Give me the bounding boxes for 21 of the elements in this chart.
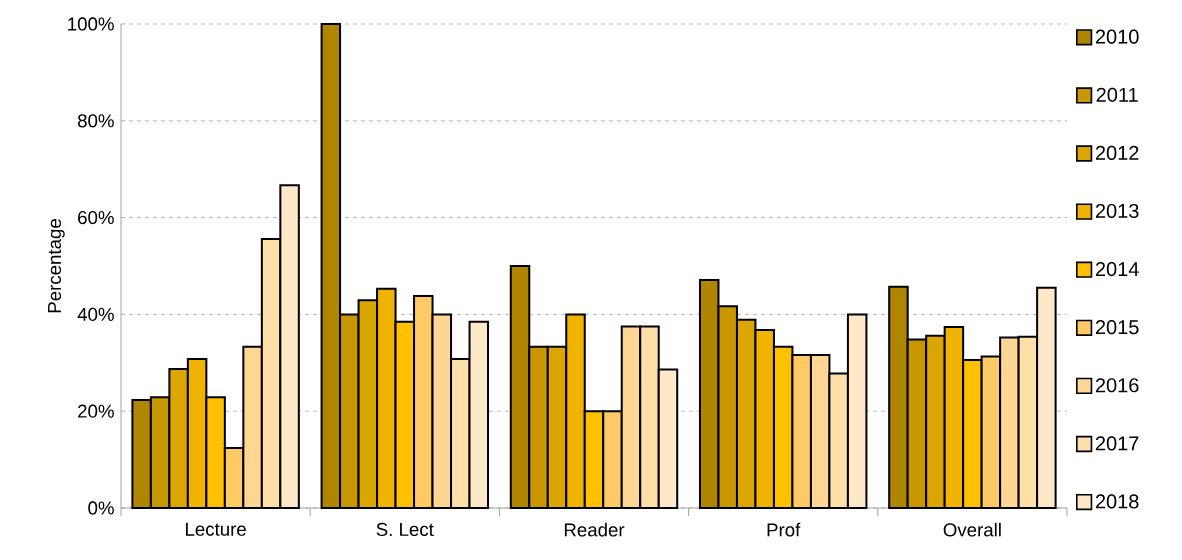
y-tick-label: 60% — [78, 210, 114, 225]
legend-label: 2017 — [1095, 436, 1139, 451]
x-tick-label: S. Lect — [376, 522, 434, 537]
y-tick-label: 100% — [68, 17, 114, 31]
legend-label: 2012 — [1095, 145, 1139, 160]
y-axis-title: Percentage — [48, 219, 65, 313]
x-tick-label: Lecture — [186, 522, 246, 536]
legend-label: 2011 — [1096, 87, 1138, 102]
y-tick-label: 0% — [88, 501, 114, 515]
y-tick-label: 20% — [78, 404, 114, 418]
x-tick-label: Prof — [767, 522, 801, 537]
y-tick-label: 40% — [77, 307, 114, 321]
legend-label: 2016 — [1095, 378, 1139, 393]
legend-label: 2018 — [1095, 494, 1139, 509]
legend-label: 2010 — [1095, 29, 1139, 44]
legend-label: 2013 — [1095, 203, 1139, 219]
x-tick-label: Reader — [564, 522, 625, 537]
x-tick-label: Overall — [943, 522, 1001, 537]
legend-label: 2014 — [1095, 261, 1139, 277]
y-tick-label: 80% — [77, 114, 114, 128]
legend-label: 2015 — [1095, 320, 1139, 335]
